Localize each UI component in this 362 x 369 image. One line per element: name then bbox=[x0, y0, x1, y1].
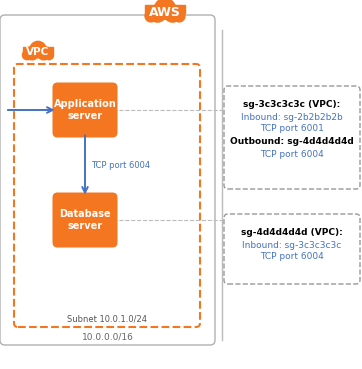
Text: Subnet 10.0.1.0/24: Subnet 10.0.1.0/24 bbox=[67, 315, 147, 324]
Text: Inbound: sg-2b2b2b2b: Inbound: sg-2b2b2b2b bbox=[241, 113, 343, 122]
Circle shape bbox=[44, 51, 54, 60]
FancyBboxPatch shape bbox=[14, 64, 200, 327]
Text: Outbound: sg-4d4d4d4d: Outbound: sg-4d4d4d4d bbox=[230, 137, 354, 146]
FancyBboxPatch shape bbox=[52, 83, 118, 138]
Text: Application
server: Application server bbox=[54, 99, 116, 121]
Text: sg-4d4d4d4d (VPC):: sg-4d4d4d4d (VPC): bbox=[241, 228, 343, 237]
Circle shape bbox=[164, 5, 181, 22]
Circle shape bbox=[22, 51, 32, 60]
Text: TCP port 6004: TCP port 6004 bbox=[260, 150, 324, 159]
Bar bbox=[22, 47, 54, 53]
Circle shape bbox=[155, 0, 176, 19]
Text: TCP port 6001: TCP port 6001 bbox=[260, 124, 324, 133]
Circle shape bbox=[173, 10, 185, 22]
Text: VPC: VPC bbox=[26, 47, 50, 57]
Circle shape bbox=[25, 46, 39, 60]
Text: AWS: AWS bbox=[149, 6, 181, 18]
FancyBboxPatch shape bbox=[224, 86, 360, 189]
FancyBboxPatch shape bbox=[0, 15, 215, 345]
FancyBboxPatch shape bbox=[52, 193, 118, 248]
Bar bbox=[145, 5, 185, 13]
FancyBboxPatch shape bbox=[224, 214, 360, 284]
Text: 10.0.0.0/16: 10.0.0.0/16 bbox=[81, 332, 134, 341]
Circle shape bbox=[145, 10, 157, 22]
Circle shape bbox=[149, 5, 166, 22]
Text: Inbound: sg-3c3c3c3c: Inbound: sg-3c3c3c3c bbox=[243, 241, 342, 250]
Text: TCP port 6004: TCP port 6004 bbox=[260, 252, 324, 261]
Circle shape bbox=[30, 41, 46, 58]
Text: sg-3c3c3c3c (VPC):: sg-3c3c3c3c (VPC): bbox=[243, 100, 341, 109]
Circle shape bbox=[37, 46, 51, 60]
Text: TCP port 6004: TCP port 6004 bbox=[91, 161, 150, 169]
Text: Database
server: Database server bbox=[59, 209, 111, 231]
